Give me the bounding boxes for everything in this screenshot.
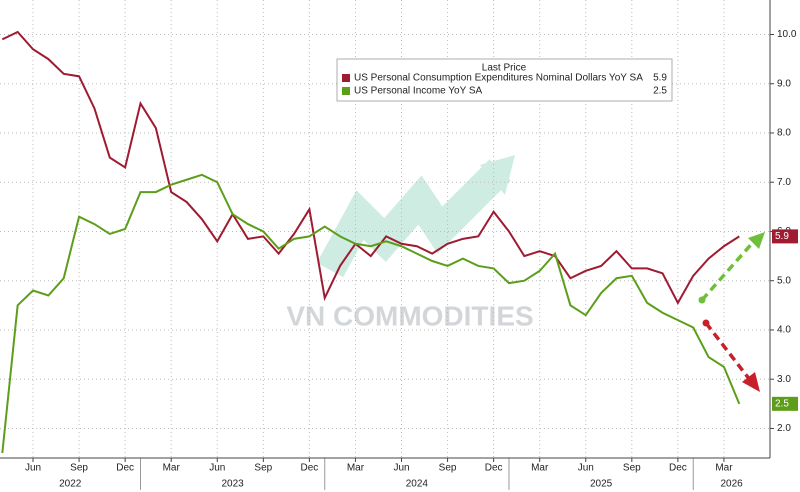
legend-swatch: [342, 74, 350, 82]
year-label: 2025: [590, 479, 613, 490]
legend-value: 5.9: [653, 73, 667, 84]
last-value-box: [772, 396, 798, 411]
legend-label: US Personal Consumption Expenditures Nom…: [354, 73, 643, 84]
watermark: VN COMMODITIES: [286, 300, 533, 331]
x-tick-label: Mar: [163, 463, 181, 474]
x-tick-label: Mar: [347, 463, 365, 474]
year-label: 2022: [59, 479, 82, 490]
x-tick-label: Jun: [209, 463, 225, 474]
x-tick-label: Sep: [439, 463, 457, 474]
y-tick-label: 9.0: [777, 78, 791, 89]
x-tick-label: Mar: [715, 463, 733, 474]
year-label: 2026: [720, 479, 743, 490]
y-tick-label: 7.0: [777, 177, 791, 188]
x-tick-label: Dec: [485, 463, 503, 474]
x-tick-label: Jun: [578, 463, 594, 474]
y-tick-label: 5.0: [777, 275, 791, 286]
year-label: 2023: [221, 479, 244, 490]
y-tick-label: 8.0: [777, 128, 791, 139]
legend-swatch: [342, 87, 350, 95]
x-tick-label: Dec: [300, 463, 318, 474]
annotation-arrows: [698, 232, 765, 392]
x-tick-label: Sep: [70, 463, 88, 474]
series-line: [1, 30, 740, 305]
x-tick-label: Sep: [254, 463, 272, 474]
y-tick-label: 3.0: [777, 374, 791, 385]
y-tick-label: 2.0: [777, 423, 791, 434]
x-tick-label: Jun: [25, 463, 41, 474]
series-line: [1, 173, 741, 454]
x-tick-label: Jun: [393, 463, 409, 474]
last-value-label: 2.5: [775, 398, 789, 409]
y-tick-label: 4.0: [777, 325, 791, 336]
year-label: 2024: [406, 479, 429, 490]
x-tick-label: Mar: [531, 463, 549, 474]
last-value-label: 5.9: [775, 231, 789, 242]
last-value-box: [772, 229, 798, 244]
legend-title: Last Price: [482, 63, 527, 74]
legend-value: 2.5: [653, 86, 667, 97]
x-tick-label: Sep: [623, 463, 641, 474]
legend-label: US Personal Income YoY SA: [354, 86, 483, 97]
legend: Last Price US Personal Consumption Expen…: [336, 58, 673, 102]
x-tick-label: Dec: [669, 463, 687, 474]
y-tick-label: 10.0: [777, 29, 797, 40]
x-tick-label: Dec: [116, 463, 134, 474]
